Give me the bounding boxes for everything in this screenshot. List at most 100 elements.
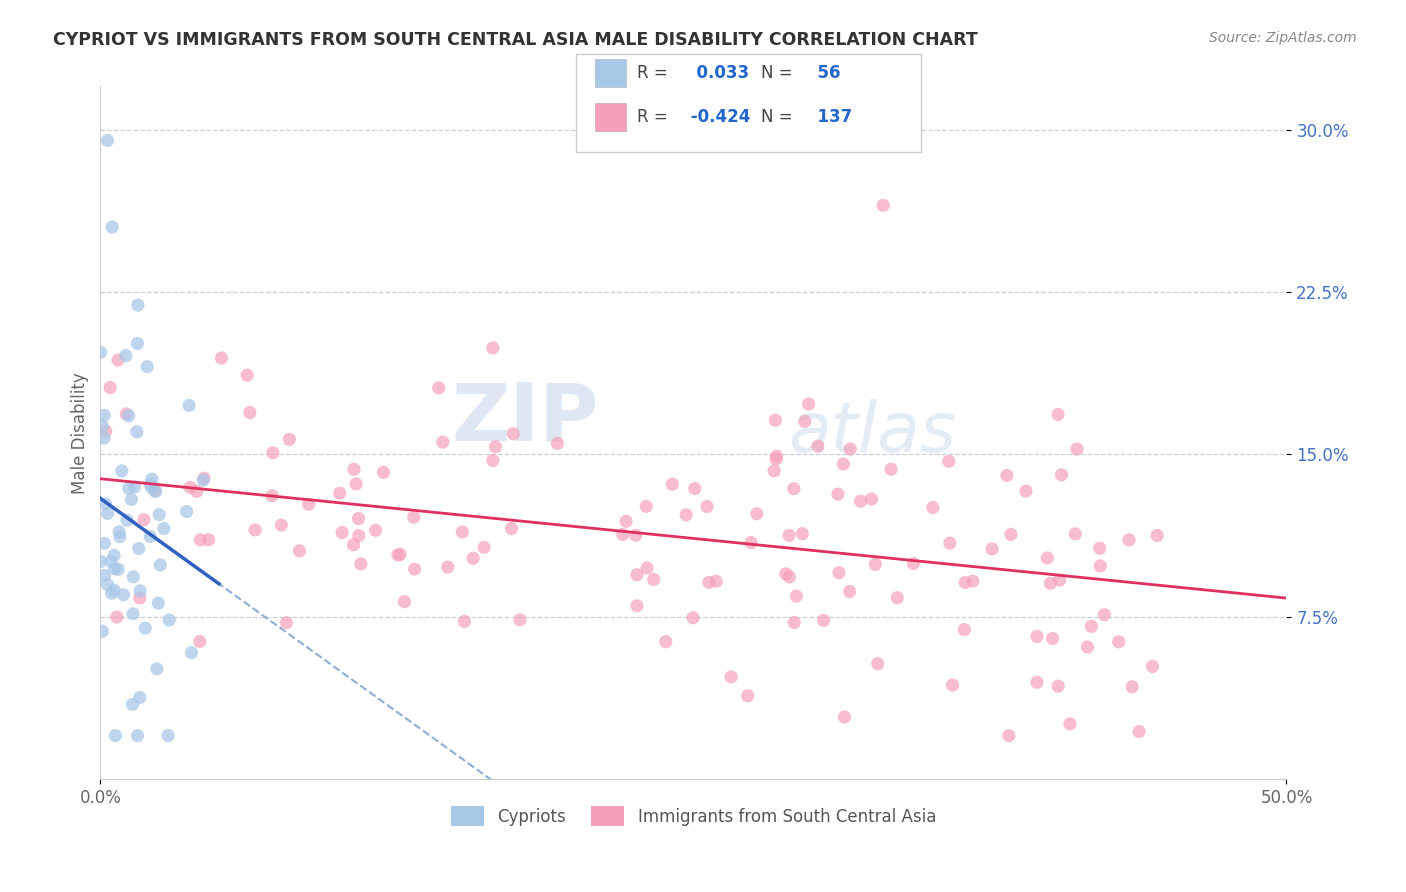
Text: R =: R =: [637, 64, 668, 82]
Point: [350, 557, 373, 571]
Point: [828, 566, 851, 580]
Point: [981, 541, 1004, 556]
Point: [763, 413, 786, 427]
Point: [866, 657, 889, 671]
Legend: Cypriots, Immigrants from South Central Asia: Cypriots, Immigrants from South Central …: [444, 799, 943, 833]
Point: [1076, 640, 1098, 654]
Point: [347, 511, 370, 525]
Point: [90, 554, 112, 568]
Point: [463, 551, 485, 566]
Point: [148, 508, 170, 522]
Point: [1015, 483, 1038, 498]
Point: [643, 573, 665, 587]
Point: [128, 541, 150, 556]
Point: [107, 562, 129, 576]
Point: [509, 613, 531, 627]
Point: [1066, 442, 1088, 456]
Point: [921, 500, 943, 515]
Point: [103, 549, 125, 563]
Point: [903, 557, 925, 571]
Point: [1025, 675, 1047, 690]
Point: [139, 529, 162, 543]
Point: [179, 399, 201, 413]
Point: [153, 522, 176, 536]
Point: [880, 462, 903, 476]
Point: [793, 414, 815, 428]
Point: [427, 381, 450, 395]
Point: [778, 570, 800, 584]
Point: [260, 489, 283, 503]
Text: -0.424: -0.424: [685, 108, 749, 126]
Point: [472, 541, 495, 555]
Point: [330, 525, 353, 540]
Point: [236, 368, 259, 383]
Point: [373, 466, 395, 480]
Point: [127, 298, 149, 312]
Point: [347, 529, 370, 543]
Point: [101, 220, 124, 235]
Point: [886, 591, 908, 605]
Point: [404, 562, 426, 576]
Point: [186, 484, 208, 499]
Point: [211, 351, 233, 365]
Point: [270, 518, 292, 533]
Point: [636, 500, 658, 514]
Point: [100, 586, 122, 600]
Point: [939, 536, 962, 550]
Point: [278, 433, 301, 447]
Point: [112, 588, 135, 602]
Point: [103, 583, 125, 598]
Point: [114, 349, 136, 363]
Point: [546, 436, 568, 450]
Text: 56: 56: [806, 64, 841, 82]
Point: [91, 419, 114, 434]
Text: 0.033: 0.033: [685, 64, 749, 82]
Point: [839, 442, 862, 456]
Point: [121, 698, 143, 712]
Point: [482, 341, 505, 355]
Point: [696, 500, 718, 514]
Point: [179, 480, 201, 494]
Point: [100, 555, 122, 569]
Point: [96, 577, 118, 591]
Point: [122, 607, 145, 621]
Point: [783, 482, 806, 496]
Point: [157, 729, 180, 743]
Point: [745, 507, 768, 521]
Point: [129, 583, 152, 598]
Point: [191, 473, 214, 487]
Text: CYPRIOT VS IMMIGRANTS FROM SOUTH CENTRAL ASIA MALE DISABILITY CORRELATION CHART: CYPRIOT VS IMMIGRANTS FROM SOUTH CENTRAL…: [53, 31, 979, 49]
Point: [188, 634, 211, 648]
Point: [482, 453, 505, 467]
Point: [1121, 680, 1143, 694]
Point: [626, 567, 648, 582]
Text: N =: N =: [761, 64, 792, 82]
Point: [1042, 632, 1064, 646]
Point: [661, 477, 683, 491]
Point: [122, 570, 145, 584]
Point: [136, 359, 159, 374]
Point: [343, 462, 366, 476]
Point: [104, 729, 127, 743]
Point: [675, 508, 697, 522]
Point: [827, 487, 849, 501]
Point: [103, 562, 125, 576]
Point: [105, 610, 128, 624]
Point: [872, 198, 894, 212]
Point: [998, 729, 1021, 743]
Point: [239, 405, 262, 419]
Point: [141, 481, 163, 495]
Point: [1026, 629, 1049, 643]
Point: [329, 486, 352, 500]
Point: [941, 678, 963, 692]
Point: [697, 575, 720, 590]
Point: [797, 397, 820, 411]
Point: [737, 689, 759, 703]
Point: [364, 524, 387, 538]
Point: [614, 514, 637, 528]
Point: [118, 482, 141, 496]
Point: [783, 615, 806, 630]
Point: [93, 409, 115, 423]
Text: 137: 137: [806, 108, 852, 126]
Point: [484, 440, 506, 454]
